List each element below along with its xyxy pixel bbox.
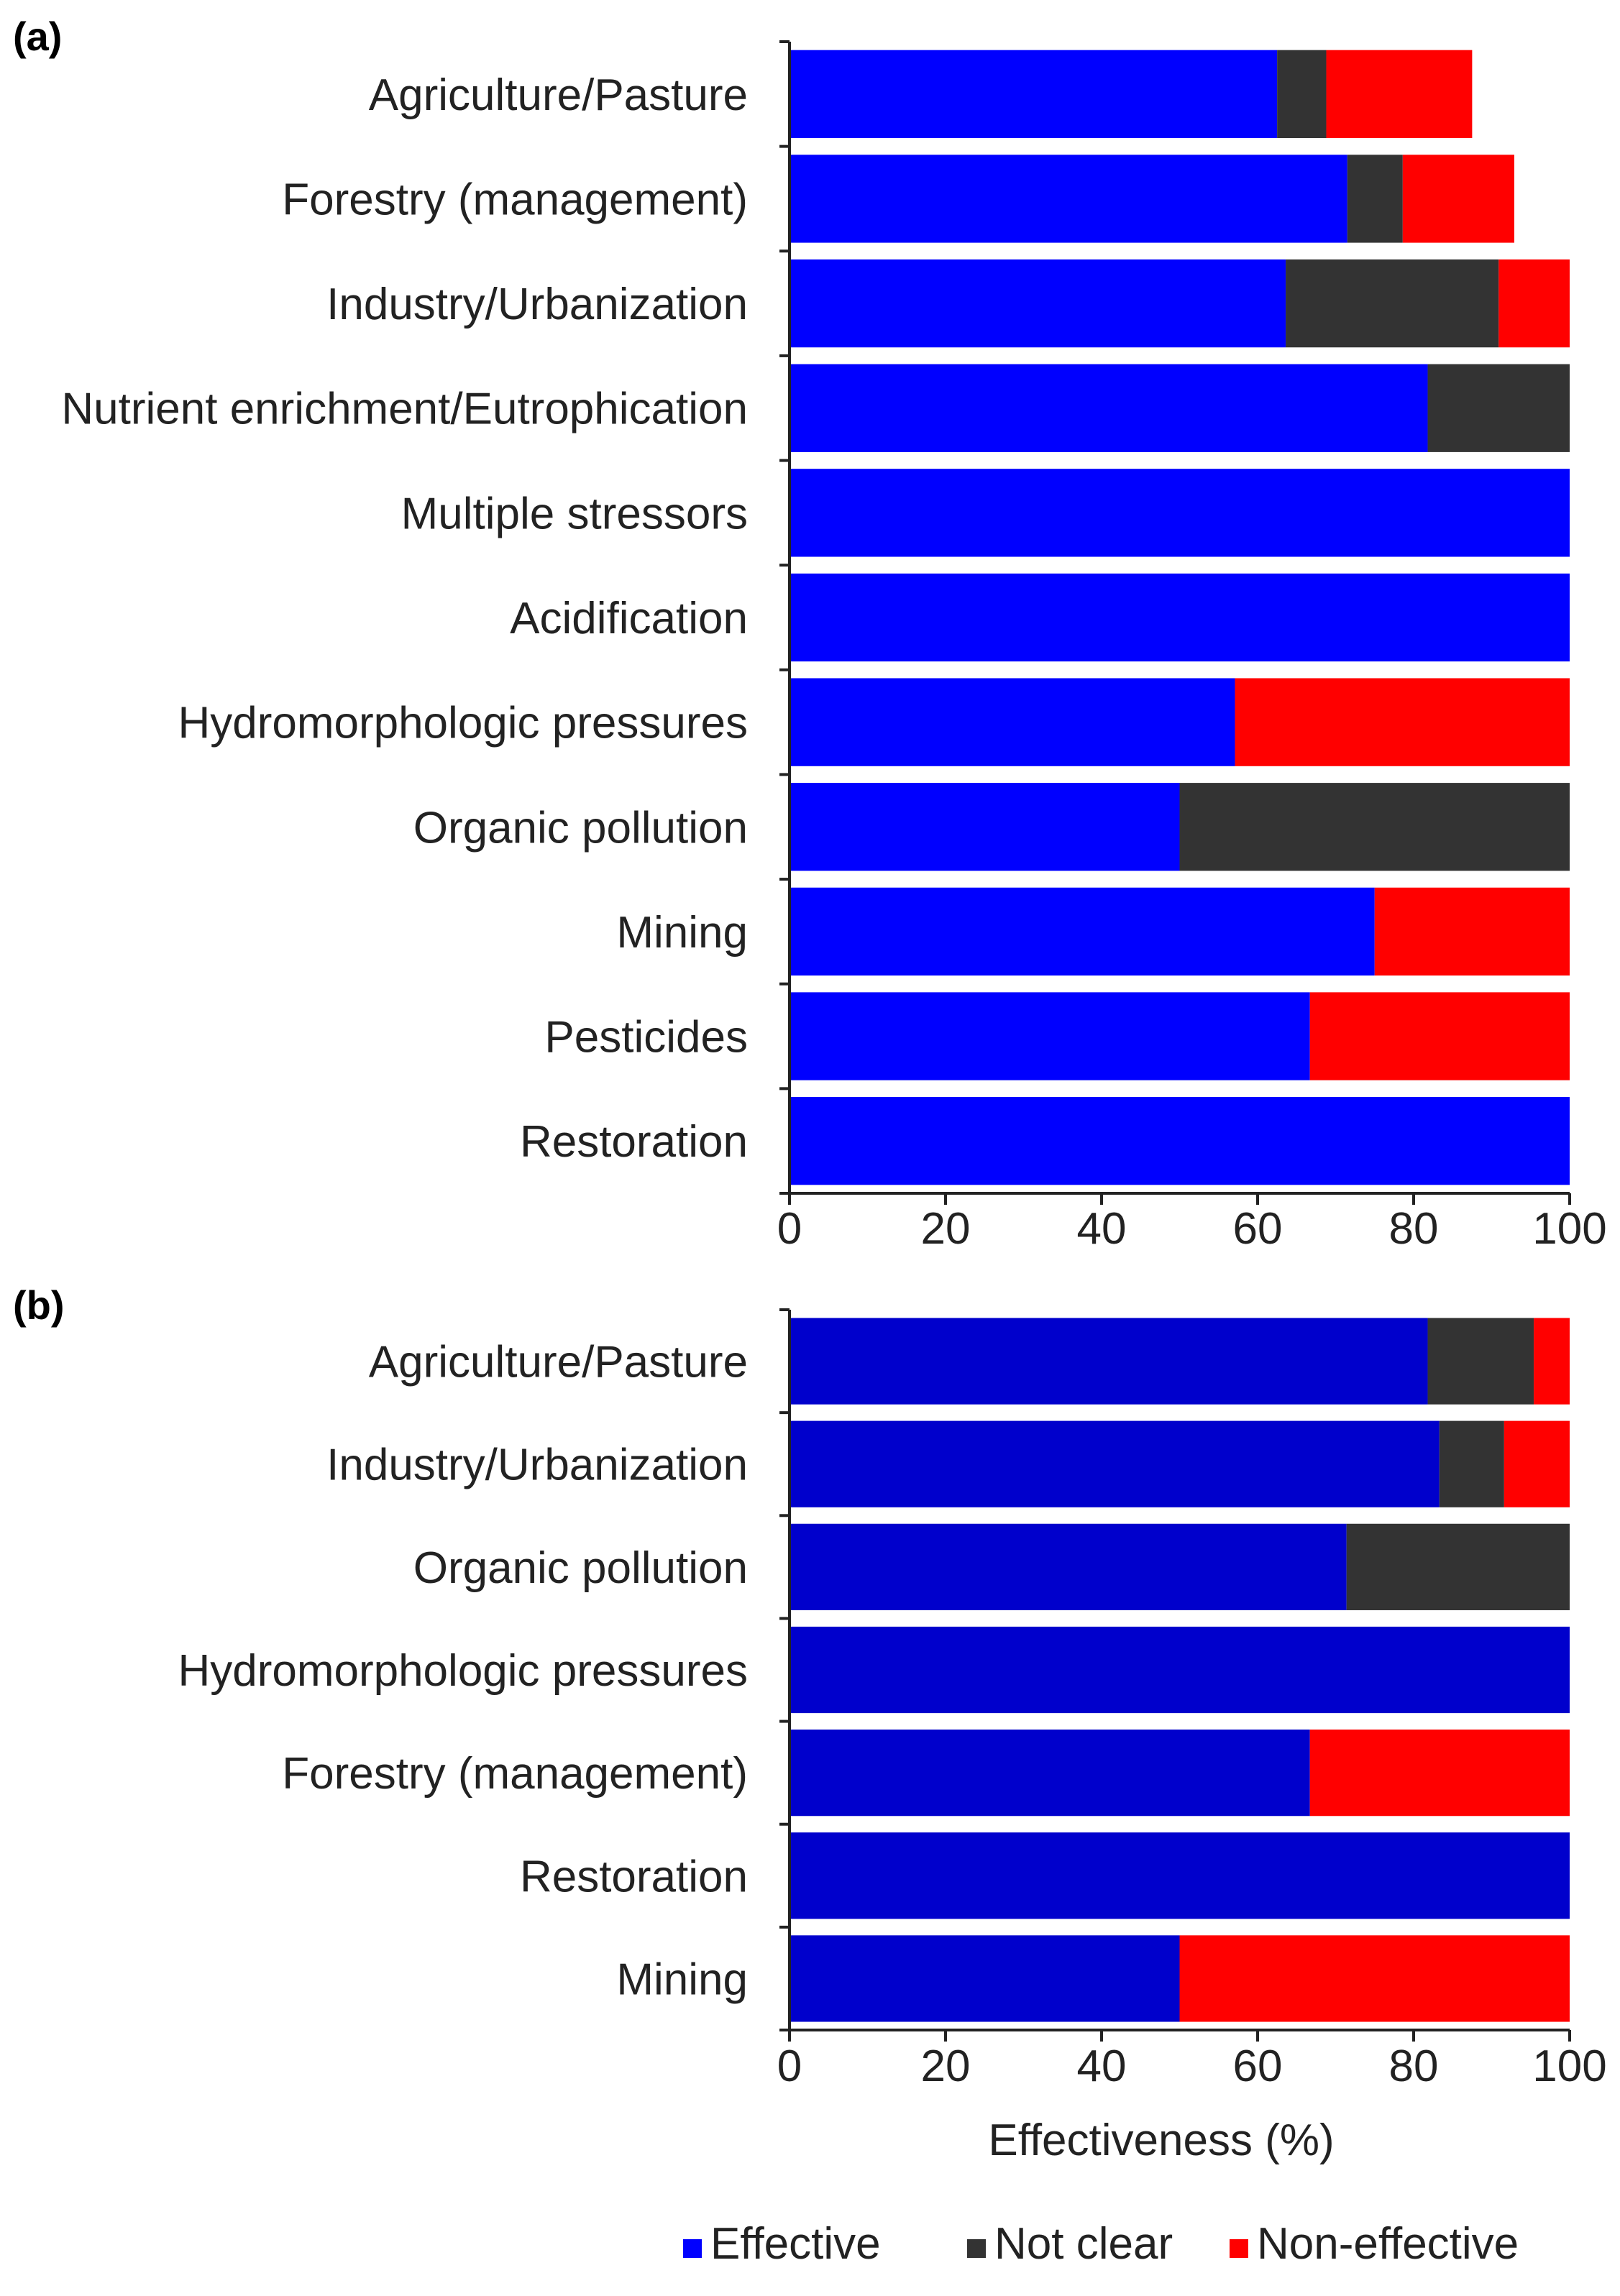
panel-a-bar-multiple-stressors-effective: [790, 469, 1570, 557]
panel-a-bar-hydromorphologic-pressures-non-effective: [1235, 678, 1570, 766]
panel-a-category-label-mining: Mining: [616, 908, 748, 958]
panel-a-bar-organic-pollution-not-clear: [1179, 783, 1570, 871]
panel-b-bar-agriculture-pasture-effective: [790, 1318, 1428, 1405]
panel-b-letter: (b): [13, 1282, 65, 1328]
legend-effective-label: Effective: [710, 2219, 881, 2269]
panel-a-bar-industry-urbanization-non-effective: [1498, 259, 1570, 348]
panel-a-category-label-acidification: Acidification: [510, 594, 748, 643]
panel-b-x-tick-label-100: 100: [1532, 2042, 1606, 2091]
panel-b-category-label-organic-pollution: Organic pollution: [413, 1543, 748, 1593]
panel-a-bar-forestry-management-not-clear: [1347, 155, 1403, 243]
panel-b-x-tick-label-60: 60: [1233, 2042, 1283, 2091]
legend-effective-swatch: [683, 2239, 702, 2258]
panel-b-category-label-agriculture-pasture: Agriculture/Pasture: [369, 1338, 748, 1387]
panel-a-x-tick-label-60: 60: [1233, 1204, 1283, 1254]
panel-a-category-label-multiple-stressors: Multiple stressors: [401, 489, 748, 538]
panel-a-x-tick-label-0: 0: [777, 1204, 802, 1254]
legend-non-effective-label: Non-effective: [1257, 2219, 1519, 2269]
panel-a-category-label-forestry-management: Forestry (management): [282, 175, 748, 224]
panel-b-category-label-restoration: Restoration: [520, 1852, 748, 1901]
panel-b-x-tick-label-80: 80: [1389, 2042, 1439, 2091]
panel-a-bar-organic-pollution-effective: [790, 783, 1180, 871]
panel-a-category-label-agriculture-pasture: Agriculture/Pasture: [369, 70, 748, 120]
panel-a-x-tick-label-100: 100: [1532, 1204, 1606, 1254]
panel-a-category-label-hydromorphologic-pressures: Hydromorphologic pressures: [178, 699, 748, 748]
panel-b-chart: (b) Agriculture/Pasture Industry/Urbanizat…: [13, 1282, 1607, 2091]
panel-b-bar-agriculture-pasture-not-clear: [1427, 1318, 1534, 1405]
panel-a-bar-agriculture-pasture-effective: [790, 50, 1278, 138]
panel-b-bar-industry-urbanization-effective: [790, 1420, 1440, 1507]
panel-b-bar-industry-urbanization-non-effective: [1504, 1420, 1570, 1507]
panel-a-category-label-industry-urbanization: Industry/Urbanization: [326, 280, 748, 329]
panel-b-bar-forestry-management-effective: [790, 1730, 1310, 1817]
panel-b-category-label-industry-urbanization: Industry/Urbanization: [326, 1441, 748, 1490]
panel-b-bar-restoration-effective: [790, 1832, 1570, 1919]
panel-a-bar-mining-effective: [790, 887, 1375, 976]
panel-b-bar-hydromorphologic-pressures-effective: [790, 1626, 1570, 1714]
panel-a-bar-restoration-effective: [790, 1097, 1570, 1185]
panel-b-bar-mining-effective: [790, 1935, 1180, 2022]
panel-a-x-tick-label-20: 20: [921, 1204, 971, 1254]
panel-a-category-label-nutrient-enrichment-eutrophication: Nutrient enrichment/Eutrophication: [61, 385, 748, 434]
panel-a-bar-nutrient-enrichment-eutrophication-effective: [790, 364, 1428, 452]
panel-a-bar-industry-urbanization-not-clear: [1286, 259, 1499, 348]
legend: Effective Not clear Non-effective: [683, 2219, 1519, 2269]
panel-a-bar-agriculture-pasture-not-clear: [1277, 50, 1327, 138]
panel-a-category-label-pesticides: Pesticides: [544, 1013, 748, 1062]
panel-a-x-tick-label-40: 40: [1077, 1204, 1127, 1254]
panel-b-bar-organic-pollution-effective: [790, 1523, 1347, 1610]
panel-a-bar-agriculture-pasture-non-effective: [1326, 50, 1473, 138]
panel-a-bar-acidification-effective: [790, 573, 1570, 662]
panel-a-chart: (a) Agriculture/Pasture Forestry (manageme…: [13, 14, 1607, 1254]
panel-a-bar-mining-non-effective: [1374, 887, 1570, 976]
legend-non-effective-swatch: [1230, 2239, 1248, 2258]
legend-not-clear-label: Not clear: [994, 2219, 1173, 2269]
panel-a-bar-pesticides-non-effective: [1309, 992, 1570, 1080]
x-axis-title: Effectiveness (%): [988, 2116, 1334, 2165]
panel-a-bar-forestry-management-non-effective: [1402, 155, 1514, 243]
panel-b-category-label-mining: Mining: [616, 1955, 748, 2004]
panel-b-bar-mining-non-effective: [1179, 1935, 1570, 2022]
panel-a-category-label-organic-pollution: Organic pollution: [413, 803, 748, 853]
panel-a-bar-pesticides-effective: [790, 992, 1310, 1080]
panel-b-x-tick-label-20: 20: [921, 2042, 971, 2091]
panel-b-x-tick-label-0: 0: [777, 2042, 802, 2091]
panel-b-bar-forestry-management-non-effective: [1309, 1730, 1570, 1817]
panel-a-bar-hydromorphologic-pressures-effective: [790, 678, 1235, 766]
panel-a-category-label-restoration: Restoration: [520, 1117, 748, 1167]
panel-b-x-tick-label-40: 40: [1077, 2042, 1127, 2091]
panel-b-category-label-forestry-management: Forestry (management): [282, 1749, 748, 1799]
panel-a-bar-nutrient-enrichment-eutrophication-not-clear: [1427, 364, 1570, 452]
panel-b-category-label-hydromorphologic-pressures: Hydromorphologic pressures: [178, 1646, 748, 1696]
legend-not-clear-swatch: [967, 2239, 986, 2258]
panel-a-x-tick-label-80: 80: [1389, 1204, 1439, 1254]
panel-b-bar-agriculture-pasture-non-effective: [1534, 1318, 1570, 1405]
panel-a-bar-forestry-management-effective: [790, 155, 1347, 243]
panel-a-letter: (a): [13, 14, 62, 59]
panel-a-bar-industry-urbanization-effective: [790, 259, 1286, 348]
panel-b-bar-industry-urbanization-not-clear: [1439, 1420, 1504, 1507]
panel-b-bar-organic-pollution-not-clear: [1346, 1523, 1570, 1610]
